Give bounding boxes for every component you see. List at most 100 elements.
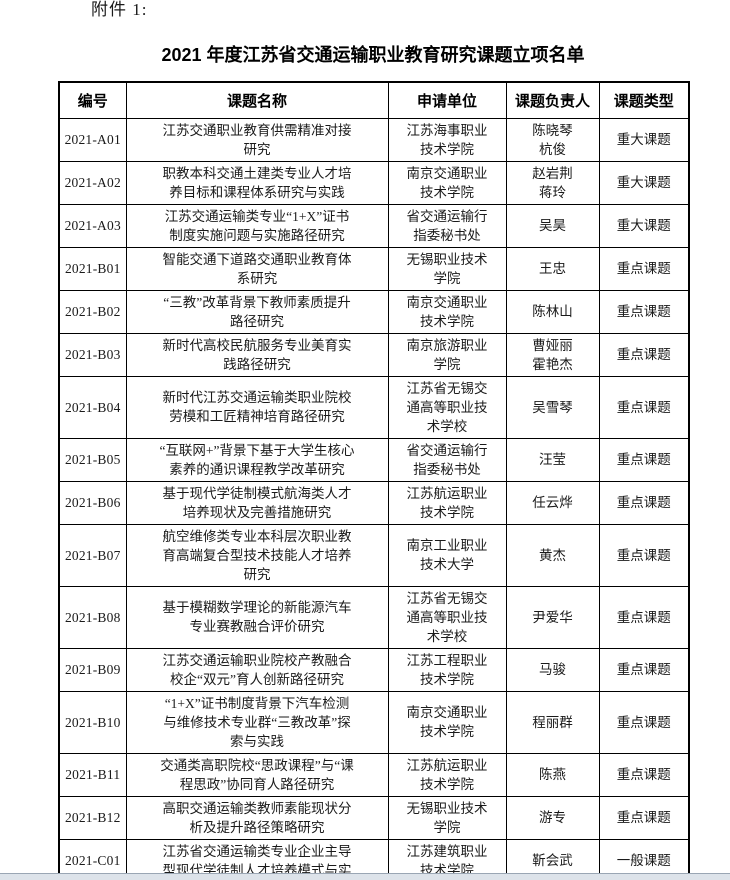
cell-applicant-unit: 江苏省无锡交 通高等职业技 术学校 bbox=[387, 585, 507, 649]
table-row: 2021-B04 新时代江苏交通运输类职业院校 劳模和工匠精神培育路径研究 江苏省无锡… bbox=[58, 375, 690, 439]
cell-project-leader: 任云烨 bbox=[505, 480, 600, 525]
cell-project-leader: 王忠 bbox=[505, 246, 600, 291]
attachment-label: 附件 1: bbox=[91, 0, 148, 19]
cell-project-id: 2021-A01 bbox=[58, 117, 127, 162]
cell-project-title: 基于模糊数学理论的新能源汽车 专业赛教融合评价研究 bbox=[125, 585, 389, 649]
header-cell-id: 编号 bbox=[58, 81, 127, 119]
cell-applicant-unit: 江苏航运职业 技术学院 bbox=[387, 480, 507, 525]
cell-project-type: 重点课题 bbox=[598, 332, 690, 377]
cell-project-title: 智能交通下道路交通职业教育体 系研究 bbox=[125, 246, 389, 291]
cell-applicant-unit: 江苏省无锡交 通高等职业技 术学校 bbox=[387, 375, 507, 439]
cell-applicant-unit: 江苏工程职业 技术学院 bbox=[387, 647, 507, 692]
projects-table: 编号 课题名称 申请单位 课题负责人 课题类型 2021-A01 江苏交通职业教育… bbox=[58, 81, 690, 880]
table-header-row: 编号 课题名称 申请单位 课题负责人 课题类型 bbox=[58, 81, 690, 119]
cell-project-title: 职教本科交通土建类专业人才培 养目标和课程体系研究与实践 bbox=[125, 160, 389, 205]
document-body: 2021 年度江苏省交通运输职业教育研究课题立项名单 编号 课题名称 申请单位 … bbox=[58, 0, 690, 880]
viewer-bottom-edge bbox=[0, 873, 730, 880]
table-row: 2021-A02 职教本科交通土建类专业人才培 养目标和课程体系研究与实践 南京交通职… bbox=[58, 160, 690, 205]
cell-applicant-unit: 江苏海事职业 技术学院 bbox=[387, 117, 507, 162]
cell-project-type: 重点课题 bbox=[598, 752, 690, 797]
cell-project-type: 重大课题 bbox=[598, 117, 690, 162]
cell-project-type: 重点课题 bbox=[598, 647, 690, 692]
cell-project-title: 高职交通运输类教师素能现状分 析及提升路径策略研究 bbox=[125, 795, 389, 840]
cell-project-id: 2021-B08 bbox=[58, 585, 127, 649]
cell-project-type: 重点课题 bbox=[598, 480, 690, 525]
cell-applicant-unit: 无锡职业技术 学院 bbox=[387, 246, 507, 291]
cell-project-id: 2021-B12 bbox=[58, 795, 127, 840]
cell-project-id: 2021-B05 bbox=[58, 437, 127, 482]
cell-project-id: 2021-B06 bbox=[58, 480, 127, 525]
cell-project-title: “三教”改革背景下教师素质提升 路径研究 bbox=[125, 289, 389, 334]
cell-project-leader: 吴雪琴 bbox=[505, 375, 600, 439]
cell-project-title: 江苏交通职业教育供需精准对接 研究 bbox=[125, 117, 389, 162]
cell-applicant-unit: 南京旅游职业 学院 bbox=[387, 332, 507, 377]
cell-project-leader: 尹爱华 bbox=[505, 585, 600, 649]
table-row: 2021-B10 “1+X”证书制度背景下汽车检测 与维修技术专业群“三教改革”探索… bbox=[58, 690, 690, 754]
table-row: 2021-A01 江苏交通职业教育供需精准对接 研究 江苏海事职业 技术学院 陈晓琴 杭俊重… bbox=[58, 117, 690, 162]
cell-project-leader: 马骏 bbox=[505, 647, 600, 692]
cell-project-type: 重点课题 bbox=[598, 246, 690, 291]
cell-project-title: 江苏交通运输职业院校产教融合 校企“双元”育人创新路径研究 bbox=[125, 647, 389, 692]
cell-project-id: 2021-B02 bbox=[58, 289, 127, 334]
table-row: 2021-B06 基于现代学徒制模式航海类人才 培养现状及完善措施研究 江苏航运职业技… bbox=[58, 480, 690, 525]
cell-project-type: 重点课题 bbox=[598, 289, 690, 334]
cell-project-title: 基于现代学徒制模式航海类人才 培养现状及完善措施研究 bbox=[125, 480, 389, 525]
header-cell-unit: 申请单位 bbox=[387, 81, 507, 119]
cell-project-id: 2021-B04 bbox=[58, 375, 127, 439]
cell-project-type: 重点课题 bbox=[598, 523, 690, 587]
cell-project-type: 重点课题 bbox=[598, 437, 690, 482]
cell-applicant-unit: 江苏航运职业 技术学院 bbox=[387, 752, 507, 797]
table-row: 2021-B07 航空维修类专业本科层次职业教 育高端复合型技术技能人才培养 研究 南京… bbox=[58, 523, 690, 587]
cell-applicant-unit: 省交通运输行 指委秘书处 bbox=[387, 437, 507, 482]
page-title: 2021 年度江苏省交通运输职业教育研究课题立项名单 bbox=[161, 45, 585, 65]
cell-project-leader: 吴昊 bbox=[505, 203, 600, 248]
cell-project-id: 2021-B03 bbox=[58, 332, 127, 377]
cell-project-type: 重点课题 bbox=[598, 690, 690, 754]
table-row: 2021-B01 智能交通下道路交通职业教育体 系研究 无锡职业技术 学院 王忠 重点课题 bbox=[58, 246, 690, 291]
cell-project-leader: 陈林山 bbox=[505, 289, 600, 334]
cell-project-title: 航空维修类专业本科层次职业教 育高端复合型技术技能人才培养 研究 bbox=[125, 523, 389, 587]
cell-project-leader: 曹娅丽 霍艳杰 bbox=[505, 332, 600, 377]
cell-project-leader: 陈燕 bbox=[505, 752, 600, 797]
cell-project-leader: 黄杰 bbox=[505, 523, 600, 587]
cell-applicant-unit: 无锡职业技术 学院 bbox=[387, 795, 507, 840]
table-body: 2021-A01 江苏交通职业教育供需精准对接 研究 江苏海事职业 技术学院 陈晓琴 杭俊重… bbox=[58, 117, 690, 880]
cell-project-type: 重点课题 bbox=[598, 585, 690, 649]
cell-project-type: 重大课题 bbox=[598, 160, 690, 205]
cell-project-id: 2021-B11 bbox=[58, 752, 127, 797]
cell-applicant-unit: 南京工业职业 技术大学 bbox=[387, 523, 507, 587]
cell-project-type: 重点课题 bbox=[598, 375, 690, 439]
cell-project-title: 交通类高职院校“思政课程”与“课 程思政”协同育人路径研究 bbox=[125, 752, 389, 797]
cell-project-title: 新时代高校民航服务专业美育实 践路径研究 bbox=[125, 332, 389, 377]
header-cell-leader: 课题负责人 bbox=[505, 81, 600, 119]
table-row: 2021-B08 基于模糊数学理论的新能源汽车 专业赛教融合评价研究 江苏省无锡交 通高… bbox=[58, 585, 690, 649]
cell-applicant-unit: 南京交通职业 技术学院 bbox=[387, 160, 507, 205]
cell-applicant-unit: 南京交通职业 技术学院 bbox=[387, 690, 507, 754]
table-row: 2021-B09 江苏交通运输职业院校产教融合 校企“双元”育人创新路径研究 江苏工程… bbox=[58, 647, 690, 692]
cell-applicant-unit: 省交通运输行 指委秘书处 bbox=[387, 203, 507, 248]
table-row: 2021-B02 “三教”改革背景下教师素质提升 路径研究 南京交通职业 技术学院 陈林山… bbox=[58, 289, 690, 334]
cell-project-type: 重大课题 bbox=[598, 203, 690, 248]
table-row: 2021-B03 新时代高校民航服务专业美育实 践路径研究 南京旅游职业 学院 曹娅丽 霍艳… bbox=[58, 332, 690, 377]
cell-project-title: 江苏交通运输类专业“1+X”证书 制度实施问题与实施路径研究 bbox=[125, 203, 389, 248]
cell-project-leader: 赵岩荆 蒋玲 bbox=[505, 160, 600, 205]
cell-project-leader: 陈晓琴 杭俊 bbox=[505, 117, 600, 162]
cell-project-title: 新时代江苏交通运输类职业院校 劳模和工匠精神培育路径研究 bbox=[125, 375, 389, 439]
cell-project-id: 2021-A02 bbox=[58, 160, 127, 205]
cell-project-id: 2021-B01 bbox=[58, 246, 127, 291]
cell-project-title: “1+X”证书制度背景下汽车检测 与维修技术专业群“三教改革”探 索与实践 bbox=[125, 690, 389, 754]
cell-project-leader: 程丽群 bbox=[505, 690, 600, 754]
table-row: 2021-A03 江苏交通运输类专业“1+X”证书 制度实施问题与实施路径研究 省交通… bbox=[58, 203, 690, 248]
cell-applicant-unit: 南京交通职业 技术学院 bbox=[387, 289, 507, 334]
cell-project-id: 2021-B10 bbox=[58, 690, 127, 754]
cell-project-id: 2021-B07 bbox=[58, 523, 127, 587]
cell-project-id: 2021-B09 bbox=[58, 647, 127, 692]
cell-project-type: 重点课题 bbox=[598, 795, 690, 840]
cell-project-leader: 汪莹 bbox=[505, 437, 600, 482]
cell-project-title: “互联网+”背景下基于大学生核心 素养的通识课程教学改革研究 bbox=[125, 437, 389, 482]
header-cell-title: 课题名称 bbox=[125, 81, 389, 119]
table-row: 2021-B05 “互联网+”背景下基于大学生核心 素养的通识课程教学改革研究 省交通… bbox=[58, 437, 690, 482]
table-row: 2021-B11 交通类高职院校“思政课程”与“课 程思政”协同育人路径研究 江苏航运… bbox=[58, 752, 690, 797]
cell-project-leader: 游专 bbox=[505, 795, 600, 840]
